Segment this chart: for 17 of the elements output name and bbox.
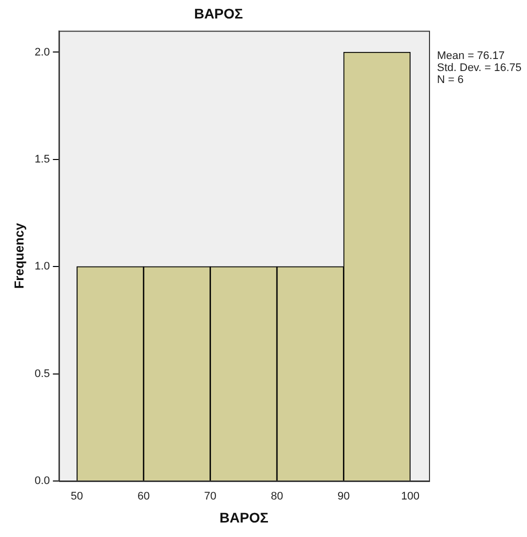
text: Mean = 76.17 [437, 50, 505, 62]
text: Std. Dev. = 16.75 [437, 62, 522, 74]
x-tick-label: 100 [401, 490, 420, 503]
x-tick-label: 50 [70, 490, 84, 503]
x-tick-label: 70 [204, 490, 216, 503]
chart-title: ΒΑΡΟΣ [194, 5, 243, 22]
x-tick-label: 90 [338, 490, 350, 503]
x-tick-label: 80 [270, 490, 284, 503]
y-axis-title: Frequency [11, 222, 26, 289]
y-tick-label: 0.0 [34, 475, 50, 488]
y-tick-label: 0.5 [34, 368, 50, 380]
x-axis-title: ΒΑΡΟΣ [220, 509, 268, 526]
y-tick-label: 1.5 [34, 153, 50, 166]
x-tick-label: 60 [137, 490, 150, 503]
y-tick-label: 2.0 [34, 46, 50, 58]
text: N = 6 [437, 74, 464, 86]
y-tick-label: 1.0 [34, 260, 50, 273]
